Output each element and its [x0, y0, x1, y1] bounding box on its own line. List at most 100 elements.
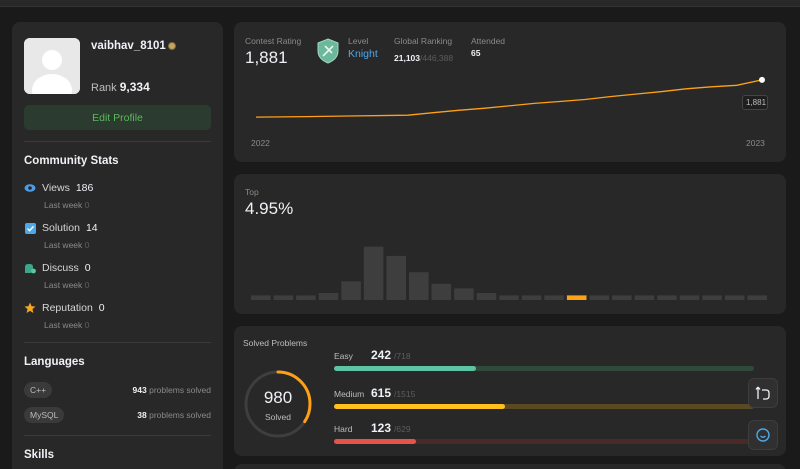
stat-sub-label: Last week: [44, 200, 83, 210]
rank: Rank 9,334: [91, 80, 150, 94]
distribution-bar: [499, 295, 519, 300]
distribution-bar: [363, 246, 384, 300]
divider: [24, 435, 211, 436]
difficulty-hard: Hard 123 /629: [334, 421, 754, 444]
top-label: Top: [245, 187, 259, 197]
stat-sub-label: Last week: [44, 320, 83, 330]
check-square-icon: [24, 222, 36, 234]
contest-rating-label: Contest Rating: [245, 36, 302, 46]
stat-value: 0: [84, 262, 91, 274]
language-count: 38 problems solved: [137, 410, 211, 420]
progress-bar: [334, 439, 754, 444]
difficulty-solved: 242: [371, 348, 392, 362]
badge-icon[interactable]: [168, 42, 176, 50]
distribution-bar: [724, 295, 745, 300]
distribution-bar: [431, 283, 452, 300]
avatar-placeholder-icon: [24, 38, 80, 94]
top-value: 4.95%: [245, 199, 294, 218]
stat-sub-value: 0: [84, 320, 90, 330]
solved-total: 980: [263, 388, 293, 407]
stat-value: 14: [85, 222, 98, 234]
distribution-bar: [318, 293, 339, 300]
username: vaibhav_8101: [91, 40, 166, 52]
knight-badge-icon: [316, 38, 340, 69]
progress-bar: [334, 366, 754, 371]
distribution-bar: [589, 295, 610, 300]
stat-views: Views 186 Last week 0: [24, 182, 93, 210]
stat-value: 0: [98, 302, 105, 314]
distribution-bar: [409, 272, 429, 300]
difficulty-name: Medium: [334, 389, 365, 399]
distribution-bar: [296, 295, 316, 300]
distribution-bar: [544, 295, 564, 300]
divider: [24, 342, 211, 343]
distribution-bar: [634, 295, 655, 300]
next-card-edge: [234, 464, 786, 469]
top-percentile-card: Top 4.95%: [234, 174, 786, 314]
stat-discuss: Discuss 0 Last week 0: [24, 262, 91, 290]
stat-sub-label: Last week: [44, 280, 83, 290]
year-start-label: 2022: [251, 138, 270, 148]
stat-value: 186: [75, 182, 94, 194]
discuss-icon: [24, 262, 36, 274]
difficulty-total: /718: [394, 351, 411, 361]
language-tag[interactable]: C++: [24, 382, 53, 398]
feedback-button[interactable]: [748, 420, 778, 450]
rank-value: 9,334: [119, 80, 150, 94]
level-label: Level: [348, 36, 369, 46]
distribution-bar: [679, 295, 700, 300]
stat-sub-label: Last week: [44, 240, 83, 250]
rating-tooltip: 1,881: [742, 95, 768, 110]
stat-sub-value: 0: [84, 200, 90, 210]
stat-label: Views: [42, 182, 70, 194]
community-stats-title: Community Stats: [24, 155, 119, 167]
distribution-bar: [386, 255, 406, 300]
distribution-bar: [273, 295, 294, 300]
language-count: 943 problems solved: [132, 385, 211, 395]
rating-line: [255, 79, 763, 118]
top-bar: [0, 0, 800, 7]
global-ranking-label: Global Ranking: [394, 36, 453, 46]
difficulty-total: /1515: [394, 389, 416, 399]
attended-label: Attended: [471, 36, 506, 46]
rank-label: Rank: [91, 82, 117, 94]
avatar[interactable]: [24, 38, 80, 94]
difficulty-total: /629: [394, 424, 411, 434]
distribution-bar: [251, 295, 271, 300]
contest-rating-card: Contest Rating 1,881 Level Knight Global…: [234, 22, 786, 162]
difficulty-solved: 615: [371, 386, 392, 400]
progress-fill: [334, 366, 476, 371]
difficulty-easy: Easy 242 /718: [334, 348, 754, 371]
switch-icon: [755, 386, 770, 400]
top-bar-chart[interactable]: [234, 174, 786, 314]
edit-profile-button[interactable]: Edit Profile: [24, 105, 211, 130]
difficulty-solved: 123: [371, 421, 392, 435]
level-value[interactable]: Knight: [348, 48, 378, 60]
ring-solved-arc: [244, 370, 312, 438]
rating-point: [759, 76, 765, 83]
solved-problems-title: Solved Problems: [243, 338, 308, 348]
switch-layout-button[interactable]: [748, 378, 778, 408]
stat-sub-value: 0: [84, 240, 90, 250]
stat-solution: Solution 14 Last week 0: [24, 222, 98, 250]
language-row-cpp: C++ 943 problems solved: [24, 382, 211, 398]
distribution-bar: [657, 295, 677, 300]
distribution-bar: [341, 281, 361, 300]
stat-sub-value: 0: [84, 280, 90, 290]
difficulty-name: Easy: [334, 351, 353, 361]
language-tag[interactable]: MySQL: [24, 407, 65, 423]
progress-fill: [334, 439, 417, 444]
solved-problems-card: Solved Problems 980 Solved Easy 242 /718…: [234, 326, 786, 456]
contest-rating-value: 1,881: [245, 48, 288, 67]
skills-title: Skills: [24, 449, 55, 461]
progress-fill: [334, 404, 505, 409]
global-ranking: 21,103/446,388: [394, 48, 453, 66]
solved-ring-chart: [244, 370, 312, 438]
distribution-bar: [454, 288, 474, 300]
distribution-bar: [476, 293, 497, 300]
attended-value: 65: [471, 48, 481, 58]
rating-line-chart[interactable]: [234, 22, 786, 162]
distribution-bar: [521, 295, 542, 300]
chat-bubble-icon: [756, 428, 770, 442]
distribution-bar: [612, 295, 632, 300]
